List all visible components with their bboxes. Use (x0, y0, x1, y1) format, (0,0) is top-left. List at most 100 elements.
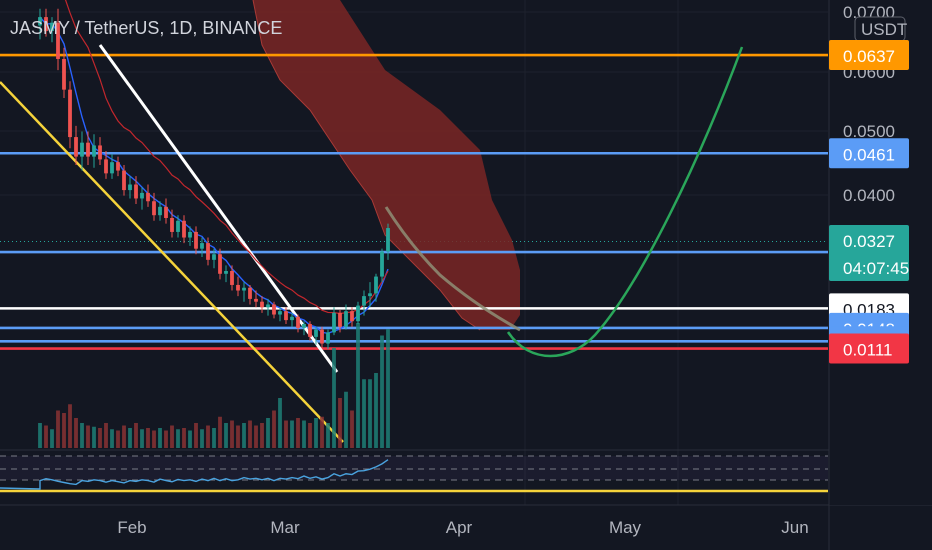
support-trendline[interactable] (0, 81, 344, 443)
candle-body[interactable] (278, 311, 282, 315)
candle-body[interactable] (338, 312, 342, 327)
volume-bar (176, 429, 180, 448)
volume-bar (44, 425, 48, 448)
candle-body[interactable] (68, 89, 72, 138)
candle-body[interactable] (206, 243, 210, 260)
volume-bar (260, 423, 264, 448)
candle-body[interactable] (302, 324, 306, 328)
candle-body[interactable] (158, 206, 162, 216)
candle-body[interactable] (146, 192, 150, 202)
candle-body[interactable] (194, 231, 198, 249)
candle-body[interactable] (164, 206, 168, 218)
volume-bar (68, 404, 72, 448)
candles[interactable] (38, 8, 390, 350)
volume-bar (224, 423, 228, 448)
candle-body[interactable] (56, 22, 60, 59)
candle-body[interactable] (284, 311, 288, 321)
volume-bar (320, 416, 324, 448)
volume-bar (368, 379, 372, 448)
candle-body[interactable] (380, 251, 384, 277)
candle-body[interactable] (230, 271, 234, 285)
candle-body[interactable] (260, 301, 264, 308)
candle-body[interactable] (176, 220, 180, 232)
forecast-curve-green[interactable] (506, 46, 744, 358)
candle-body[interactable] (62, 58, 66, 90)
candle-body[interactable] (104, 159, 108, 174)
candle-body[interactable] (272, 304, 276, 315)
candle-body[interactable] (368, 293, 372, 297)
candle-body[interactable] (140, 192, 144, 199)
candle-body[interactable] (152, 201, 156, 216)
candle-body[interactable] (86, 142, 90, 157)
candle-body[interactable] (362, 296, 366, 306)
candle-body[interactable] (224, 271, 228, 274)
candle-body[interactable] (116, 162, 120, 171)
candle-body[interactable] (356, 305, 360, 322)
cloud-edge (252, 0, 481, 331)
volume-bar (56, 410, 60, 448)
candle-body[interactable] (254, 298, 258, 302)
volume-bar (80, 423, 84, 448)
volume-bar (332, 348, 336, 448)
time-axis[interactable]: Feb Mar Apr May Jun (117, 518, 808, 537)
candle-body[interactable] (80, 142, 84, 157)
candle-body[interactable] (74, 137, 78, 157)
candle-body[interactable] (50, 22, 54, 32)
y-tick-label: 0.0500 (843, 122, 895, 141)
volume-bar (236, 425, 240, 448)
volume-bar (218, 416, 222, 448)
volume-bar (158, 428, 162, 448)
candle-body[interactable] (200, 243, 204, 249)
candle-body[interactable] (182, 220, 186, 238)
candle-body[interactable] (98, 145, 102, 160)
candle-body[interactable] (110, 162, 114, 174)
candle-body[interactable] (218, 254, 222, 274)
candle-body[interactable] (122, 170, 126, 191)
candle-body[interactable] (386, 228, 390, 252)
volume-bar (104, 423, 108, 448)
candle-body[interactable] (236, 284, 240, 291)
candle-body[interactable] (242, 287, 246, 291)
candle-body[interactable] (266, 304, 270, 308)
candle-body[interactable] (134, 184, 138, 199)
candle-body[interactable] (38, 17, 42, 26)
candle-body[interactable] (296, 316, 300, 328)
volume-bar (308, 423, 312, 448)
projection-curves[interactable] (384, 46, 744, 358)
volume-bar (86, 425, 90, 448)
candle-body[interactable] (326, 332, 330, 344)
candle-body[interactable] (128, 184, 132, 191)
candle-body[interactable] (92, 145, 96, 157)
horizontal-levels[interactable] (0, 53, 828, 350)
candle-body[interactable] (332, 312, 336, 333)
candle-body[interactable] (170, 217, 174, 232)
volume-bar (74, 418, 78, 448)
candle-body[interactable] (248, 287, 252, 299)
candle-body[interactable] (290, 316, 294, 321)
symbol-title[interactable]: JASMY / TetherUS, 1D, BINANCE (10, 18, 283, 38)
volume-bar (326, 423, 330, 448)
current-price-label: 0.0327 (843, 232, 895, 251)
volume-bars (38, 323, 390, 448)
level-badge (829, 333, 909, 364)
candle-body[interactable] (320, 329, 324, 344)
candle-body[interactable] (374, 276, 378, 294)
volume-bar (266, 418, 270, 448)
candle-body[interactable] (308, 324, 312, 337)
volume-bar (278, 398, 282, 448)
candle-body[interactable] (314, 329, 318, 337)
candle-body[interactable] (188, 231, 192, 238)
x-tick-label: Jun (781, 518, 808, 537)
volume-bar (290, 420, 294, 448)
candle-body[interactable] (212, 254, 216, 260)
candle-body[interactable] (350, 311, 354, 322)
x-tick-label: May (609, 518, 642, 537)
candle-body[interactable] (344, 311, 348, 327)
volume-bar (344, 391, 348, 448)
volume-bar (164, 430, 168, 448)
currency-label[interactable]: USDT (861, 20, 907, 39)
forecast-curve-gray[interactable] (384, 206, 521, 332)
level-badge-label: 0.0461 (843, 145, 895, 164)
candle-body[interactable] (44, 17, 48, 32)
